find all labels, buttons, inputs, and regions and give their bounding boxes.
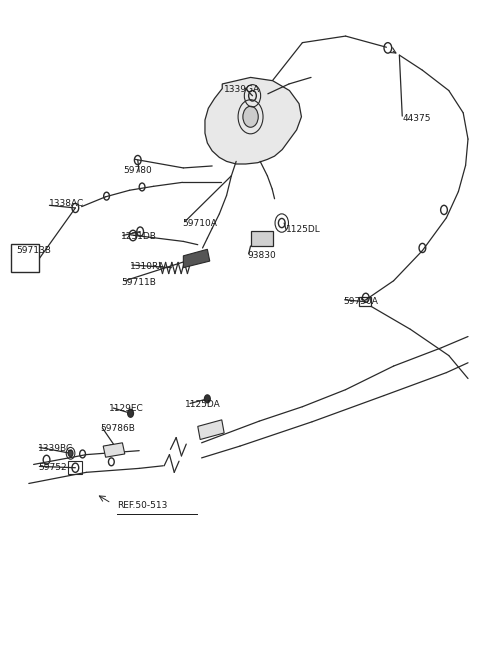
Circle shape xyxy=(68,450,73,457)
Text: 59780: 59780 xyxy=(123,166,152,175)
Text: 59752: 59752 xyxy=(38,463,67,472)
Text: 59750A: 59750A xyxy=(344,297,379,306)
Polygon shape xyxy=(103,443,125,457)
Text: 1125DL: 1125DL xyxy=(286,225,321,234)
Text: 1338AC: 1338AC xyxy=(49,199,84,208)
Text: 1310RA: 1310RA xyxy=(130,262,165,271)
Circle shape xyxy=(204,395,210,403)
Text: 1231DB: 1231DB xyxy=(121,232,157,241)
Text: 59710A: 59710A xyxy=(182,218,217,228)
Text: 59713B: 59713B xyxy=(16,246,51,255)
Text: 1129EC: 1129EC xyxy=(109,404,144,413)
Text: 1339BC: 1339BC xyxy=(38,444,73,453)
Polygon shape xyxy=(11,244,39,272)
Polygon shape xyxy=(183,249,210,268)
Text: 59786B: 59786B xyxy=(100,424,135,433)
Bar xyxy=(251,231,273,246)
Text: REF.50-513: REF.50-513 xyxy=(117,501,167,510)
Polygon shape xyxy=(205,77,301,164)
Text: 59711B: 59711B xyxy=(121,277,156,287)
Bar xyxy=(359,297,371,306)
Circle shape xyxy=(128,409,133,417)
Text: 93830: 93830 xyxy=(248,251,276,260)
Polygon shape xyxy=(198,420,224,440)
Bar xyxy=(68,461,82,474)
Text: 1339GA: 1339GA xyxy=(224,85,261,94)
Circle shape xyxy=(243,106,258,127)
Text: 1125DA: 1125DA xyxy=(185,400,221,409)
Text: 44375: 44375 xyxy=(402,113,431,123)
